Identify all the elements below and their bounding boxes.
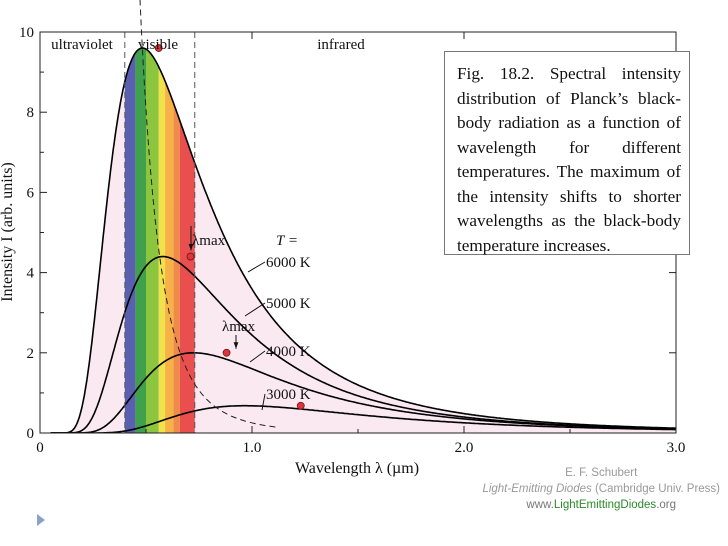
x-axis-title: Wavelength λ (µm)	[295, 460, 419, 477]
lambda-max-arrow-lower-head	[233, 342, 239, 349]
y-tick-label-0: 0	[27, 426, 35, 442]
figure-caption-text: Fig. 18.2. Spectral intensity distributi…	[457, 64, 681, 255]
credit-url-prefix: www.	[526, 499, 554, 511]
fill-under-6000k	[50, 48, 676, 433]
curve-3000k	[50, 404, 676, 433]
visible-band-3	[158, 66, 166, 433]
curve-layer	[50, 47, 676, 433]
credit-publisher: (Cambridge Univ. Press)	[594, 483, 720, 495]
visible-band-0	[124, 52, 136, 433]
leader-4000k	[249, 350, 266, 363]
credit-book-line: Light-Emitting Diodes (Cambridge Univ. P…	[482, 481, 720, 497]
y-tick-label-5: 10	[19, 25, 34, 41]
peak-marker-3000k	[296, 401, 305, 410]
credit-url-suffix: .org	[656, 499, 677, 511]
region-label-visible: visible	[138, 37, 178, 53]
leader-3000k	[261, 393, 266, 411]
x-tick-label-2: 2.0	[455, 440, 474, 456]
y-tick-label-3: 6	[27, 185, 35, 201]
y-tick-label-2: 4	[27, 266, 35, 282]
peak-marker-5000k	[186, 252, 195, 261]
curve-fill-area	[50, 48, 676, 433]
visible-band-1	[135, 48, 146, 433]
leader-6000k	[247, 261, 266, 273]
curve-4000k	[50, 352, 676, 433]
credit-author: E. F. Schubert	[565, 467, 638, 479]
x-tick-label-3: 3.0	[667, 440, 686, 456]
visible-spectrum-bands	[124, 48, 195, 433]
peak-marker-4000k	[222, 348, 231, 357]
x-tick-label-1: 1.0	[243, 440, 262, 456]
lambda-max-label-lower: λmax	[222, 319, 256, 335]
credit-book: Light-Emitting Diodes	[482, 483, 592, 495]
series-label-5000k: 5000 K	[266, 296, 311, 312]
region-label-infrared: infrared	[317, 37, 365, 53]
slide-bullet-arrow-icon	[37, 514, 45, 526]
y-axis-title: Intensity I (arb. units)	[0, 162, 16, 302]
leader-5000k	[244, 302, 266, 317]
y-tick-label-1: 2	[27, 346, 35, 362]
x-tick-label-0: 0	[36, 440, 44, 456]
tick-layer: 0 1.0 2.0 3.0 0 2 4 6 8 10	[19, 25, 685, 456]
series-label-4000k: 4000 K	[266, 344, 311, 360]
credit-url[interactable]: www.LightEmittingDiodes.org	[482, 497, 720, 513]
y-tick-label-4: 8	[27, 105, 35, 121]
lambda-max-label-upper: λmax	[192, 233, 226, 249]
visible-band-5	[173, 103, 180, 433]
overlay-layer	[124, 0, 305, 433]
lambda-max-locus	[139, 0, 277, 428]
peak-marker-6000k	[154, 44, 163, 52]
temperature-equals-label: T =	[276, 233, 298, 249]
series-label-6000k: 6000 K	[266, 255, 311, 271]
series-label-3000k: 3000 K	[266, 387, 311, 403]
curve-6000k	[50, 47, 676, 433]
credit-url-green: LightEmittingDiodes	[553, 499, 657, 511]
region-label-ultraviolet: ultraviolet	[51, 37, 113, 53]
figure-caption-box: Fig. 18.2. Spectral intensity distributi…	[444, 51, 690, 255]
visible-band-6	[179, 120, 195, 433]
lambda-max-arrow-upper-head	[188, 243, 194, 251]
visible-band-2	[146, 49, 159, 433]
credits-block: E. F. Schubert Light-Emitting Diodes (Ca…	[482, 465, 720, 513]
